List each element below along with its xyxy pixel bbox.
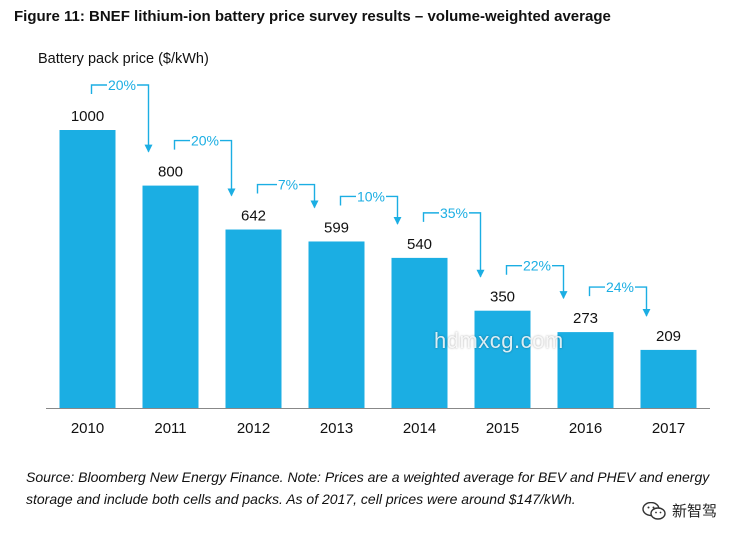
bar bbox=[308, 241, 365, 408]
value-label: 209 bbox=[656, 328, 681, 345]
source-note: Source: Bloomberg New Energy Finance. No… bbox=[26, 469, 710, 507]
change-arrow bbox=[552, 265, 568, 300]
bracket-left-segment bbox=[588, 286, 605, 297]
pct-change-label: 7% bbox=[278, 177, 298, 193]
pct-change-label: 24% bbox=[606, 279, 634, 295]
x-tick-label: 2016 bbox=[569, 420, 602, 437]
value-label: 1000 bbox=[71, 108, 104, 125]
change-arrow bbox=[469, 212, 485, 278]
x-tick-label: 2010 bbox=[71, 420, 104, 437]
bar bbox=[142, 185, 199, 408]
value-label: 540 bbox=[407, 236, 432, 253]
bar bbox=[391, 257, 448, 408]
x-tick-label: 2017 bbox=[652, 420, 685, 437]
value-label: 642 bbox=[241, 208, 266, 225]
pct-change-label: 20% bbox=[108, 77, 136, 93]
x-tick-label: 2015 bbox=[486, 420, 519, 437]
x-tick-label: 2012 bbox=[237, 420, 270, 437]
wechat-badge: 新智驾 bbox=[636, 498, 724, 523]
bracket-left-segment bbox=[256, 183, 277, 194]
x-tick-label: 2011 bbox=[154, 420, 186, 437]
bar bbox=[225, 229, 282, 408]
bracket-left-segment bbox=[422, 212, 439, 222]
change-arrow bbox=[137, 84, 153, 153]
bar bbox=[640, 349, 697, 408]
wechat-label: 新智驾 bbox=[672, 503, 718, 520]
bracket-left-segment bbox=[173, 139, 190, 150]
change-arrow bbox=[299, 183, 319, 209]
value-label: 800 bbox=[158, 164, 183, 181]
watermark-text: hdmxcg.com bbox=[434, 328, 564, 353]
pct-change-label: 22% bbox=[523, 258, 551, 274]
pct-change-label: 10% bbox=[357, 188, 385, 204]
x-tick-label: 2014 bbox=[403, 420, 436, 437]
bar bbox=[474, 310, 531, 408]
change-arrow bbox=[386, 195, 402, 225]
value-label: 350 bbox=[490, 289, 515, 306]
bracket-left-segment bbox=[339, 195, 356, 206]
value-label: 599 bbox=[324, 219, 349, 236]
pct-change-label: 20% bbox=[191, 133, 219, 149]
value-label: 273 bbox=[573, 310, 598, 327]
pct-change-label: 35% bbox=[440, 205, 468, 221]
change-arrow bbox=[635, 286, 651, 317]
bar bbox=[557, 332, 614, 408]
wechat-icon bbox=[642, 501, 666, 520]
bar bbox=[59, 130, 116, 408]
bar-chart: 1000 2010 800 2011 642 2012 599 2013 540 2014 350 2… bbox=[46, 77, 710, 437]
x-tick-label: 2013 bbox=[320, 420, 353, 437]
y-axis-label: Battery pack price ($/kWh) bbox=[38, 51, 209, 67]
chart-title: Figure 11: BNEF lithium-ion battery pric… bbox=[14, 8, 611, 25]
bracket-left-segment bbox=[90, 84, 107, 94]
bracket-left-segment bbox=[505, 265, 522, 275]
change-arrow bbox=[220, 139, 236, 197]
